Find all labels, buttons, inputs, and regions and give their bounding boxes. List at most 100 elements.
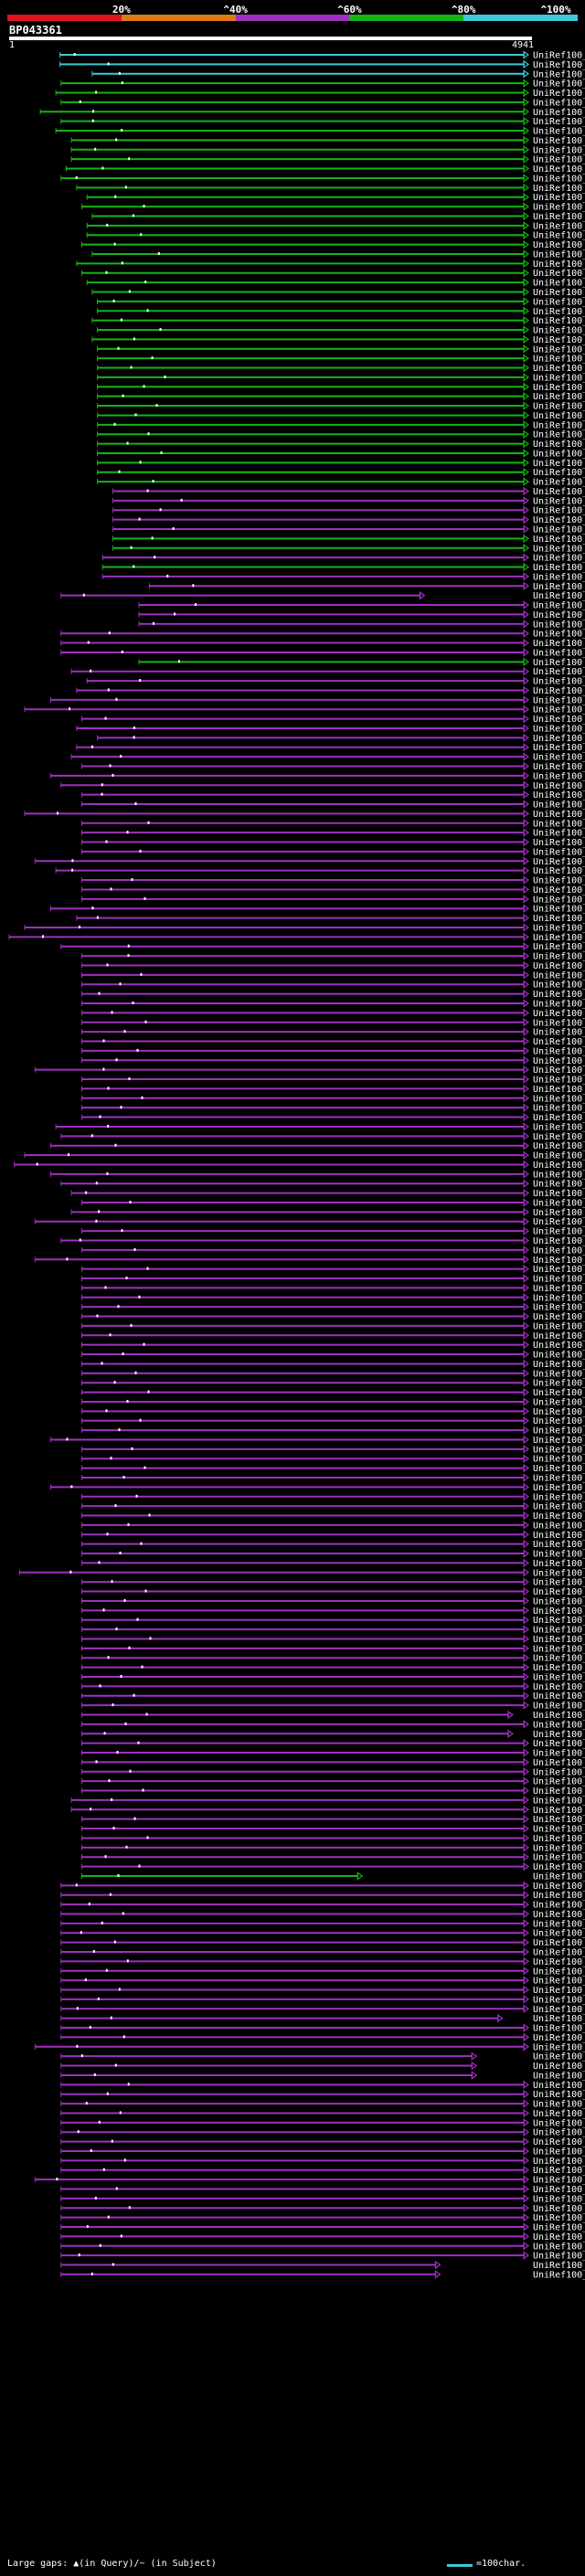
hit-label[interactable]: UniRef100_B6T211 <box>533 279 585 289</box>
hit-row[interactable]: UniRef100_B4KQW2 <box>81 1852 585 1863</box>
hit-label[interactable]: UniRef100_Q72763 <box>533 981 585 991</box>
hit-label[interactable]: UniRef100_Q9AU20 <box>533 155 585 165</box>
hit-label[interactable]: UniRef100_C5K6L8 <box>533 1843 585 1853</box>
hit-label[interactable]: UniRef100_Q5RF39 <box>533 2090 585 2100</box>
hit-label[interactable]: UniRef100_B4NDS4 <box>533 1037 585 1047</box>
hit-row[interactable]: UniRef100_B7F9F6 <box>97 297 585 307</box>
hit-row[interactable]: UniRef100_B9QSJ6 <box>60 2231 585 2242</box>
hit-label[interactable]: UniRef100_B4F9R8 <box>533 373 585 383</box>
hit-label[interactable]: UniRef100_UP1000... <box>533 1085 585 1095</box>
hit-label[interactable]: UniRef100_UP1000... <box>533 1094 585 1104</box>
hit-label[interactable]: UniRef100_C6TBQ7 <box>533 335 585 345</box>
hit-row[interactable]: UniRef100_Q5F2L4 <box>91 249 585 260</box>
hit-row[interactable]: UniRef100_UP1000... <box>97 468 585 478</box>
hit-label[interactable]: UniRef100_B4DS55 <box>533 1379 585 1389</box>
hit-row[interactable]: UniRef100_Q3U717 <box>70 1796 585 1806</box>
hit-label[interactable]: UniRef100_UP1000... <box>533 1492 585 1502</box>
hit-label[interactable]: UniRef100_B4KQW2 <box>533 1853 585 1863</box>
hit-row[interactable]: UniRef100_C4HEH7 <box>81 1701 585 1712</box>
hit-label[interactable]: UniRef100_C1H444 <box>533 1777 585 1787</box>
hit-label[interactable]: UniRef100_Q6F3B6 <box>533 496 585 506</box>
hit-row[interactable]: UniRef100_Q9NZZ2 <box>70 1188 585 1199</box>
hit-label[interactable]: UniRef100_B9HKW0 <box>533 459 585 469</box>
hit-row[interactable]: UniRef100_UP1000... <box>60 1919 585 1929</box>
hit-label[interactable]: UniRef100_A7UTR0 <box>533 1180 585 1190</box>
hit-label[interactable]: UniRef100_B4QE14 <box>533 2166 585 2176</box>
hit-row[interactable]: UniRef100_B9HMW4 <box>60 98 585 108</box>
hit-row[interactable]: UniRef100_UP1000... <box>60 629 585 640</box>
hit-row[interactable]: UniRef100_UP1000... <box>81 1558 585 1569</box>
hit-row[interactable]: UniRef100_B3RJC2 <box>81 1283 585 1294</box>
hit-label[interactable]: UniRef100_A9V6V8 <box>533 2176 585 2186</box>
hit-row[interactable]: UniRef100_C6T4L3 <box>97 382 585 393</box>
hit-row[interactable]: UniRef100_UP1000... <box>60 1956 585 1967</box>
hit-row[interactable]: UniRef100_UP1000... <box>70 667 585 677</box>
hit-label[interactable]: UniRef100_UP1000... <box>533 80 585 90</box>
hit-row[interactable]: UniRef100_B8LMB0 <box>97 410 585 421</box>
hit-row[interactable]: UniRef100_Q9HC19 <box>81 1521 585 1531</box>
hit-label[interactable]: UniRef100_Q814U9 <box>533 857 585 867</box>
hit-label[interactable]: UniRef100_B9SFF8 <box>533 724 585 734</box>
hit-label[interactable]: UniRef100_UP1000... <box>533 1407 585 1417</box>
hit-label[interactable]: UniRef100_B9SFF9 <box>533 478 585 488</box>
hit-label[interactable]: UniRef100_B2AS40 <box>533 1749 585 1759</box>
hit-row[interactable]: UniRef100_A7NWT3 <box>97 449 585 459</box>
hit-label[interactable]: UniRef100_B5EV56 <box>533 1511 585 1521</box>
hit-row[interactable]: UniRef100_Q5BEI0 <box>49 1435 585 1446</box>
hit-label[interactable]: UniRef100_C4JLP9 <box>533 1938 585 1948</box>
hit-label[interactable]: UniRef100_Q4VP85 <box>533 705 585 716</box>
hit-label[interactable]: UniRef100_Q8VYZ8 <box>533 582 585 592</box>
hit-row[interactable]: UniRef100_Q4R8C3 <box>60 2127 585 2138</box>
hit-label[interactable]: UniRef100_Q23U15 <box>533 1587 585 1597</box>
hit-label[interactable]: UniRef100_A2YEJ8 <box>533 990 585 1000</box>
hit-label[interactable]: UniRef100_Q22Y18 <box>533 1815 585 1825</box>
hit-row[interactable]: UniRef100_A2QPD8 <box>34 1065 585 1076</box>
hit-label[interactable]: UniRef100_A7MCR2 <box>533 1730 585 1740</box>
hit-label[interactable]: UniRef100_Q0DB84 <box>533 610 585 620</box>
hit-label[interactable]: UniRef100_Q6ZEY6 <box>533 316 585 326</box>
hit-label[interactable]: UniRef100_Q9NZZ2 <box>533 1189 585 1199</box>
hit-label[interactable]: UniRef100_C5P511 <box>533 2204 585 2214</box>
hit-row[interactable]: UniRef100_B3MGB1 <box>81 1463 585 1474</box>
hit-row[interactable]: UniRef100_Q0CIF8 <box>60 1131 585 1142</box>
hit-row[interactable]: UniRef100_C5K5P9 <box>60 2118 585 2128</box>
hit-row[interactable]: UniRef100_B9D8U9 <box>18 1568 585 1578</box>
hit-label[interactable]: UniRef100_Q4TT86 <box>533 810 585 820</box>
hit-label[interactable]: UniRef100_B4MPS7 <box>533 2005 585 2015</box>
hit-label[interactable]: UniRef100_A1DE35 <box>533 1141 585 1151</box>
hit-row[interactable]: UniRef100_A1Z773 <box>81 1055 585 1066</box>
hit-label[interactable]: UniRef100_Q0Q9C1 <box>533 1786 585 1797</box>
hit-label[interactable]: UniRef100_C5K639 <box>533 2157 585 2167</box>
hit-row[interactable]: UniRef100_Q0DK39 <box>60 942 585 952</box>
hit-row[interactable]: UniRef100_Q6QM18 <box>60 2222 585 2233</box>
hit-row[interactable]: UniRef100_UP1000... <box>81 1616 585 1626</box>
hit-label[interactable]: UniRef100_Q95S57 <box>533 1977 585 1987</box>
hit-row[interactable]: UniRef100_Q6BV67 <box>60 2023 585 2034</box>
hit-row[interactable]: UniRef100_UP1000... <box>34 1255 585 1266</box>
hit-label[interactable]: UniRef100_A9P292 <box>533 231 585 241</box>
hit-row[interactable]: UniRef100_B8C869 <box>76 913 585 924</box>
hit-label[interactable]: UniRef100_B4J883 <box>533 952 585 962</box>
hit-row[interactable]: UniRef100_UP1000... <box>76 743 585 753</box>
hit-row[interactable]: UniRef100_UP1000... <box>60 1235 585 1246</box>
hit-row[interactable]: UniRef100_A7RG77 <box>60 2014 585 2024</box>
hit-label[interactable]: UniRef100_B4N0H2 <box>533 2252 585 2262</box>
hit-label[interactable]: UniRef100_B9FVT5 <box>533 620 585 630</box>
hit-row[interactable]: UniRef100_Q6PL01 <box>81 1501 585 1512</box>
hit-row[interactable]: UniRef100_B9HDC7 <box>97 345 585 355</box>
hit-label[interactable]: UniRef100_Q9FJ97 <box>533 430 585 440</box>
hit-label[interactable]: UniRef100_A6S3R5 <box>533 1644 585 1654</box>
hit-row[interactable]: UniRef100_Q2F693 <box>60 1891 585 1901</box>
hit-row[interactable]: UniRef100_Q5KD07 <box>60 1928 585 1939</box>
hit-row[interactable]: UniRef100_A9PF37 <box>39 107 585 118</box>
hit-label[interactable]: UniRef100_Q7JRQ9 <box>533 1986 585 1996</box>
hit-row[interactable]: UniRef100_A4HZ23 <box>60 2194 585 2204</box>
hit-label[interactable]: UniRef100_C1BLM1 <box>533 800 585 811</box>
hit-row[interactable]: UniRef100_UP1000... <box>81 1112 585 1123</box>
hit-label[interactable]: UniRef100_UP1000... <box>533 1483 585 1493</box>
hit-label[interactable]: UniRef100_B6T7P4 <box>533 145 585 155</box>
hit-row[interactable]: UniRef100_UP1000... <box>60 780 585 791</box>
hit-row[interactable]: UniRef100_Q8V3I0 <box>81 828 585 839</box>
hit-row[interactable]: UniRef100_A7PUE9 <box>91 287 585 298</box>
hit-label[interactable]: UniRef100_Q5SH63 <box>533 260 585 270</box>
